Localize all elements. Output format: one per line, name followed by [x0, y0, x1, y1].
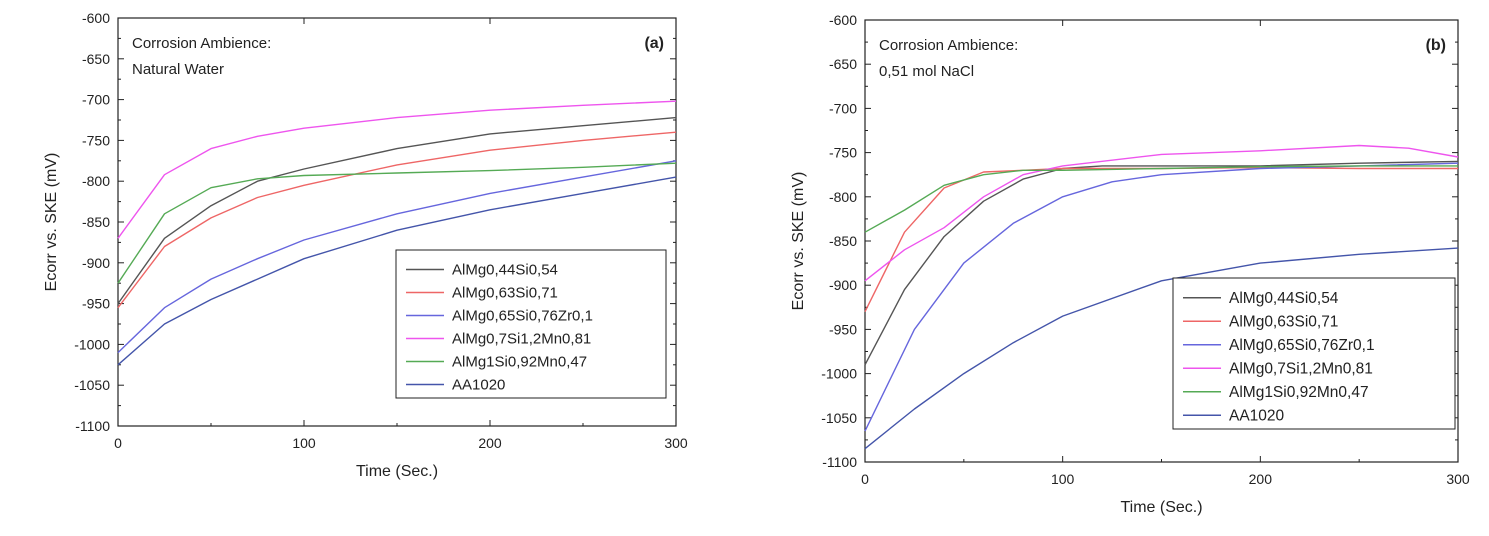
- y-tick-label: -1100: [822, 454, 857, 470]
- series-line-6: [117, 176, 677, 366]
- series-line-4: [117, 100, 677, 239]
- y-tick-label: -850: [829, 233, 857, 249]
- legend-label-3: AlMg0,65Si0,76Zr0,1: [452, 308, 593, 325]
- y-tick-label: -1050: [74, 377, 110, 393]
- chart-b-svg: -1100 -1050 -1000 -950 -900 -850 -800 -750 -700 -…: [790, 12, 1470, 516]
- legend-label-4: AlMg0,7Si1,2Mn0,81: [1229, 360, 1373, 377]
- y-tick-label: -850: [82, 214, 110, 230]
- y-axis-label: Ecorr vs. SKE (mV): [790, 172, 807, 311]
- series-line-5: [864, 165, 1458, 233]
- y-tick-label: -750: [82, 132, 110, 148]
- legend-box: [1172, 277, 1456, 430]
- x-tick-label: 0: [114, 435, 122, 451]
- series-line-5: [117, 162, 677, 284]
- legend-label-1: AlMg0,44Si0,54: [452, 262, 558, 279]
- series-line-1: [117, 116, 677, 305]
- series-line-2: [864, 166, 1458, 313]
- legend-label-2: AlMg0,63Si0,71: [1229, 313, 1338, 330]
- y-tick-label: -650: [829, 56, 857, 72]
- x-tick-label: 100: [292, 435, 316, 451]
- series-line-4: [864, 144, 1459, 282]
- y-tick-label: -700: [82, 92, 110, 108]
- annotation-line-1: Corrosion Ambience:: [879, 37, 1018, 54]
- y-tick-label: -600: [82, 10, 110, 26]
- legend-label-4: AlMg0,7Si1,2Mn0,81: [452, 331, 591, 348]
- y-tick-label: -950: [829, 321, 857, 337]
- chart-a: -1100 -1050 -1000 -950 -900 -850 -800 -750 -700 -…: [0, 0, 740, 531]
- y-tick-label: -600: [829, 12, 857, 28]
- legend-label-5: AlMg1Si0,92Mn0,47: [1229, 384, 1369, 401]
- y-axis-label: Ecorr vs. SKE (mV): [43, 153, 60, 292]
- x-tick-label: 300: [664, 435, 688, 451]
- x-tick-label: 300: [1446, 471, 1470, 487]
- y-tick-label: -800: [82, 173, 110, 189]
- y-tick-label: -900: [82, 255, 110, 271]
- legend-label-2: AlMg0,63Si0,71: [452, 285, 558, 302]
- y-tick-label: -750: [829, 145, 857, 161]
- legend-label-1: AlMg0,44Si0,54: [1229, 290, 1339, 307]
- y-tick-label: -900: [829, 277, 857, 293]
- legend-label-5: AlMg1Si0,92Mn0,47: [452, 354, 587, 371]
- legend-box: [395, 249, 667, 399]
- legend-label-3: AlMg0,65Si0,76Zr0,1: [1229, 337, 1375, 354]
- series-line-2: [117, 131, 677, 309]
- annotation-line-2: Natural Water: [132, 61, 224, 78]
- x-tick-label: 100: [1051, 471, 1075, 487]
- panel-label: (b): [1426, 37, 1446, 54]
- y-tick-label: -800: [829, 189, 857, 205]
- x-tick-label: 0: [861, 471, 869, 487]
- chart-b: -1100 -1050 -1000 -950 -900 -850 -800 -750 -700 -…: [748, 0, 1489, 531]
- annotation-line-1: Corrosion Ambience:: [132, 35, 271, 52]
- y-tick-label: -1100: [75, 418, 110, 434]
- legend-label-6: AA1020: [452, 377, 505, 394]
- y-tick-label: -700: [829, 100, 857, 116]
- y-tick-label: -1000: [74, 336, 110, 352]
- series-line-3: [117, 160, 677, 354]
- series-line-6: [864, 247, 1459, 450]
- y-tick-label: -1050: [821, 410, 857, 426]
- chart-a-svg: -1100 -1050 -1000 -950 -900 -850 -800 -750 -700 -…: [43, 10, 688, 480]
- y-tick-label: -650: [82, 51, 110, 67]
- y-tick-label: -1000: [821, 366, 857, 382]
- x-axis-label: Time (Sec.): [356, 463, 438, 480]
- x-tick-label: 200: [1249, 471, 1273, 487]
- panel-label: (a): [644, 35, 664, 52]
- series-line-3: [864, 162, 1459, 432]
- x-tick-label: 200: [478, 435, 502, 451]
- y-tick-label: -950: [82, 296, 110, 312]
- legend-label-6: AA1020: [1229, 407, 1285, 424]
- annotation-line-2: 0,51 mol NaCl: [879, 63, 974, 80]
- x-axis-label: Time (Sec.): [1120, 499, 1202, 516]
